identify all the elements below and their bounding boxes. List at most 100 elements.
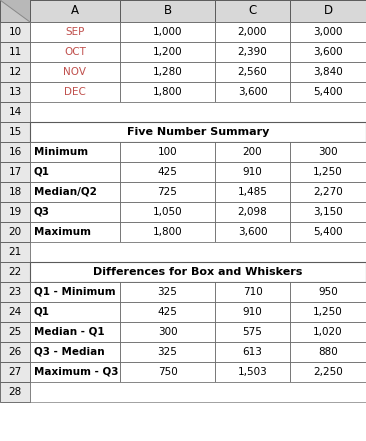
Text: 1,800: 1,800 xyxy=(153,227,182,237)
Bar xyxy=(215,0,290,22)
Bar xyxy=(290,82,366,102)
Bar xyxy=(120,222,215,242)
Text: 1,250: 1,250 xyxy=(313,307,343,317)
Bar xyxy=(30,262,366,282)
Text: 18: 18 xyxy=(8,187,22,197)
Text: 24: 24 xyxy=(8,307,22,317)
Bar xyxy=(0,242,30,262)
Bar xyxy=(290,282,366,302)
Bar xyxy=(215,22,290,42)
Text: 1,020: 1,020 xyxy=(313,327,343,337)
Bar xyxy=(290,362,366,382)
Bar xyxy=(215,342,290,362)
Bar xyxy=(30,102,366,122)
Text: 325: 325 xyxy=(157,347,178,357)
Text: 3,000: 3,000 xyxy=(313,27,343,37)
Bar xyxy=(30,382,366,402)
Text: 5,400: 5,400 xyxy=(313,87,343,97)
Text: 425: 425 xyxy=(157,307,178,317)
Text: 2,560: 2,560 xyxy=(238,67,268,77)
Text: 950: 950 xyxy=(318,287,338,297)
Bar xyxy=(290,62,366,82)
Bar xyxy=(30,322,120,342)
Text: OCT: OCT xyxy=(64,47,86,57)
Text: 3,840: 3,840 xyxy=(313,67,343,77)
Text: 1,200: 1,200 xyxy=(153,47,182,57)
Bar xyxy=(290,322,366,342)
Text: Minimum: Minimum xyxy=(34,147,88,157)
Text: 880: 880 xyxy=(318,347,338,357)
Text: B: B xyxy=(164,4,172,18)
Text: NOV: NOV xyxy=(63,67,86,77)
Bar xyxy=(290,342,366,362)
Bar xyxy=(215,62,290,82)
Text: 10: 10 xyxy=(8,27,22,37)
Bar xyxy=(215,162,290,182)
Text: 20: 20 xyxy=(8,227,22,237)
Text: Q1: Q1 xyxy=(34,307,50,317)
Bar xyxy=(30,22,120,42)
Bar xyxy=(120,142,215,162)
Polygon shape xyxy=(0,0,30,22)
Bar xyxy=(0,22,30,42)
Text: Median - Q1: Median - Q1 xyxy=(34,327,105,337)
Bar xyxy=(30,362,120,382)
Bar xyxy=(30,82,120,102)
Text: 17: 17 xyxy=(8,167,22,177)
Bar xyxy=(0,82,30,102)
Text: 1,280: 1,280 xyxy=(153,67,182,77)
Bar xyxy=(0,0,30,22)
Bar xyxy=(30,122,366,142)
Bar xyxy=(30,182,120,202)
Bar xyxy=(0,202,30,222)
Text: 19: 19 xyxy=(8,207,22,217)
Bar xyxy=(120,0,215,22)
Text: 100: 100 xyxy=(158,147,177,157)
Bar xyxy=(215,142,290,162)
Text: 910: 910 xyxy=(243,307,262,317)
Text: Q3 - Median: Q3 - Median xyxy=(34,347,105,357)
Bar xyxy=(215,42,290,62)
Text: C: C xyxy=(249,4,257,18)
Text: 25: 25 xyxy=(8,327,22,337)
Bar xyxy=(120,322,215,342)
Bar xyxy=(120,162,215,182)
Bar xyxy=(120,342,215,362)
Text: 3,150: 3,150 xyxy=(313,207,343,217)
Text: 200: 200 xyxy=(243,147,262,157)
Bar xyxy=(120,282,215,302)
Bar xyxy=(0,162,30,182)
Bar xyxy=(0,122,30,142)
Bar xyxy=(30,162,120,182)
Bar xyxy=(0,62,30,82)
Text: 5,400: 5,400 xyxy=(313,227,343,237)
Bar xyxy=(290,302,366,322)
Bar xyxy=(30,0,120,22)
Text: 21: 21 xyxy=(8,247,22,257)
Text: 1,250: 1,250 xyxy=(313,167,343,177)
Text: Q1: Q1 xyxy=(34,167,50,177)
Text: 2,270: 2,270 xyxy=(313,187,343,197)
Bar xyxy=(290,182,366,202)
Text: 3,600: 3,600 xyxy=(238,227,267,237)
Bar xyxy=(290,0,366,22)
Text: Q1 - Minimum: Q1 - Minimum xyxy=(34,287,116,297)
Text: 1,485: 1,485 xyxy=(238,187,268,197)
Bar xyxy=(215,322,290,342)
Text: D: D xyxy=(324,4,333,18)
Text: 3,600: 3,600 xyxy=(238,87,267,97)
Text: Five Number Summary: Five Number Summary xyxy=(127,127,269,137)
Text: 2,250: 2,250 xyxy=(313,367,343,377)
Bar xyxy=(215,222,290,242)
Text: 725: 725 xyxy=(157,187,178,197)
Bar xyxy=(215,302,290,322)
Text: 325: 325 xyxy=(157,287,178,297)
Bar xyxy=(0,222,30,242)
Text: 1,800: 1,800 xyxy=(153,87,182,97)
Bar xyxy=(30,202,120,222)
Text: SEP: SEP xyxy=(65,27,85,37)
Bar xyxy=(0,42,30,62)
Bar xyxy=(0,342,30,362)
Text: 1,503: 1,503 xyxy=(238,367,268,377)
Text: 750: 750 xyxy=(158,367,178,377)
